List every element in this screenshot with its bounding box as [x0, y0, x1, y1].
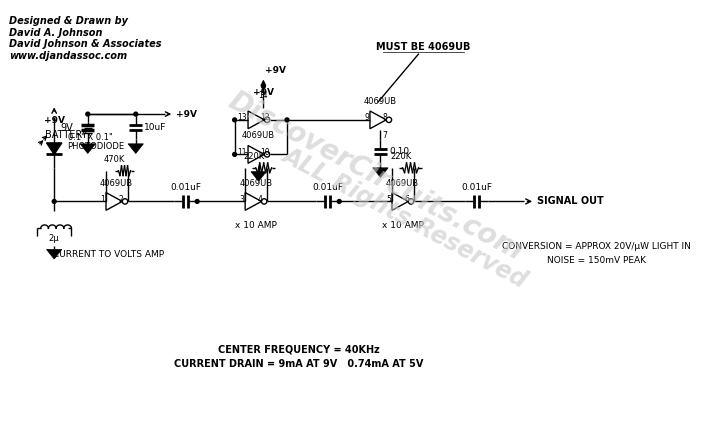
- Text: x 10 AMP: x 10 AMP: [235, 221, 276, 230]
- Text: 4069UB: 4069UB: [364, 97, 397, 107]
- Text: 8: 8: [382, 113, 387, 122]
- Text: +9V: +9V: [253, 88, 274, 97]
- Circle shape: [337, 200, 341, 203]
- Text: 14: 14: [259, 91, 268, 100]
- Text: 0.01uF: 0.01uF: [170, 183, 201, 192]
- Text: BATTERY: BATTERY: [45, 130, 88, 140]
- Text: 0.01uF: 0.01uF: [312, 183, 343, 192]
- Text: 4069UB: 4069UB: [242, 132, 275, 140]
- Text: +9V: +9V: [176, 110, 197, 118]
- Text: 4069UB: 4069UB: [386, 179, 419, 188]
- Text: 3: 3: [240, 195, 244, 204]
- Circle shape: [233, 152, 237, 157]
- Text: 12: 12: [260, 113, 270, 122]
- Text: SIGNAL OUT: SIGNAL OUT: [537, 196, 604, 206]
- Text: 6: 6: [404, 195, 409, 204]
- Text: x 10 AMP: x 10 AMP: [382, 221, 423, 230]
- Text: CURRENT DRAIN = 9mA AT 9V   0.74mA AT 5V: CURRENT DRAIN = 9mA AT 9V 0.74mA AT 5V: [174, 359, 423, 368]
- Text: +9V: +9V: [265, 66, 286, 75]
- Text: +9V: +9V: [44, 116, 64, 125]
- Text: 4069UB: 4069UB: [100, 179, 133, 188]
- Text: PHOTODIODE: PHOTODIODE: [68, 142, 124, 151]
- Polygon shape: [128, 144, 144, 154]
- Text: 220K: 220K: [390, 152, 411, 161]
- Circle shape: [233, 118, 237, 122]
- Circle shape: [134, 112, 138, 116]
- Circle shape: [195, 200, 199, 203]
- Polygon shape: [373, 168, 388, 177]
- Text: 7: 7: [382, 132, 387, 140]
- Circle shape: [52, 200, 56, 203]
- Text: 9: 9: [364, 113, 369, 122]
- Text: 13: 13: [238, 113, 247, 122]
- Text: 11: 11: [238, 148, 247, 157]
- Text: ALL Rights Reserved: ALL Rights Reserved: [278, 143, 531, 293]
- Text: 0.10: 0.10: [389, 147, 409, 156]
- Text: 5: 5: [386, 195, 391, 204]
- Text: NOISE = 150mV PEAK: NOISE = 150mV PEAK: [547, 256, 646, 265]
- Circle shape: [285, 118, 289, 122]
- Polygon shape: [47, 143, 62, 154]
- Text: 4069UB: 4069UB: [239, 179, 272, 188]
- Text: CURRENT TO VOLTS AMP: CURRENT TO VOLTS AMP: [53, 250, 165, 259]
- Text: 2: 2: [119, 195, 123, 204]
- Polygon shape: [47, 250, 62, 259]
- Polygon shape: [251, 172, 267, 181]
- Text: 4: 4: [257, 195, 262, 204]
- Text: CENTER FREQUENCY = 40KHz: CENTER FREQUENCY = 40KHz: [218, 344, 380, 354]
- Text: 10: 10: [260, 148, 270, 157]
- Circle shape: [86, 112, 90, 116]
- Text: CONVERSION = APPROX 20V/μW LIGHT IN: CONVERSION = APPROX 20V/μW LIGHT IN: [502, 242, 691, 251]
- Text: www.djandassoc.com: www.djandassoc.com: [9, 51, 127, 61]
- Text: David Johnson & Associates: David Johnson & Associates: [9, 39, 162, 49]
- Text: 1: 1: [100, 195, 105, 204]
- Text: 9V: 9V: [60, 124, 73, 134]
- Text: Designed & Drawn by: Designed & Drawn by: [9, 16, 128, 26]
- Text: 470K: 470K: [104, 155, 125, 164]
- Text: DiscoverCircuits.com: DiscoverCircuits.com: [223, 87, 527, 266]
- Text: 0.01uF: 0.01uF: [461, 183, 492, 192]
- Text: 2μ: 2μ: [49, 234, 59, 243]
- Text: 10uF: 10uF: [144, 123, 167, 132]
- Text: David A. Johnson: David A. Johnson: [9, 28, 103, 38]
- Polygon shape: [80, 144, 95, 154]
- Circle shape: [262, 84, 265, 88]
- Text: 220K: 220K: [243, 152, 264, 161]
- Text: MUST BE 4069UB: MUST BE 4069UB: [377, 42, 471, 52]
- Text: 0.1" X 0.1": 0.1" X 0.1": [68, 133, 112, 142]
